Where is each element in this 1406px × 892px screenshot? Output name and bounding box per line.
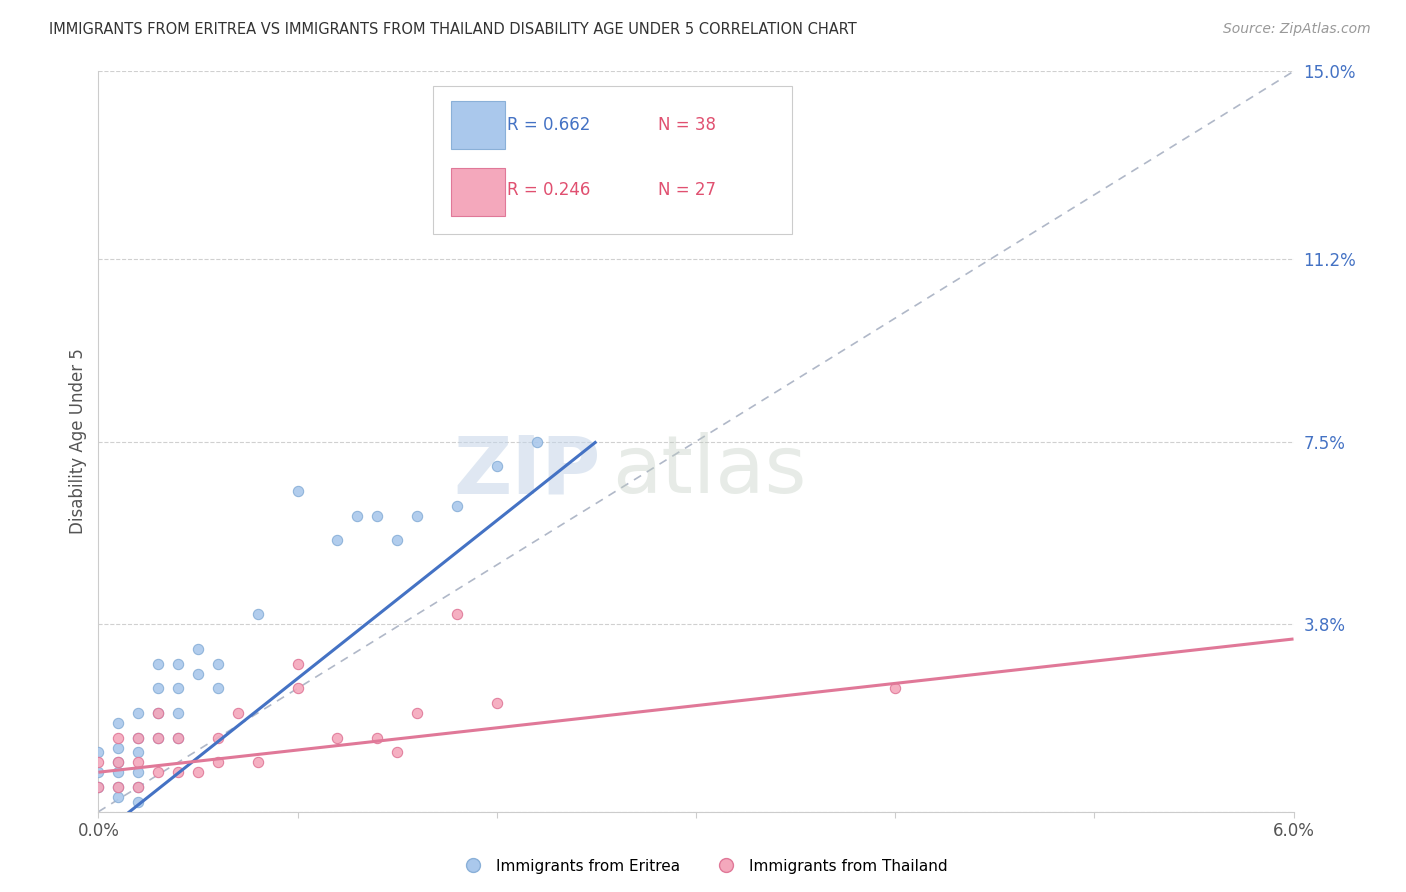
Point xyxy=(127,795,149,809)
Text: R = 0.246: R = 0.246 xyxy=(508,181,591,199)
Legend: Immigrants from Eritrea, Immigrants from Thailand: Immigrants from Eritrea, Immigrants from… xyxy=(453,853,953,880)
Point xyxy=(246,607,269,622)
Point xyxy=(87,756,110,770)
Point xyxy=(226,706,249,720)
Point xyxy=(148,706,170,720)
Point xyxy=(446,607,468,622)
Point xyxy=(127,780,149,794)
Text: N = 27: N = 27 xyxy=(658,181,716,199)
Y-axis label: Disability Age Under 5: Disability Age Under 5 xyxy=(69,349,87,534)
Text: atlas: atlas xyxy=(613,432,807,510)
Point xyxy=(346,508,368,523)
Point xyxy=(167,706,190,720)
Text: Source: ZipAtlas.com: Source: ZipAtlas.com xyxy=(1223,22,1371,37)
FancyBboxPatch shape xyxy=(451,101,505,149)
Point xyxy=(207,731,229,745)
Point xyxy=(127,731,149,745)
Point xyxy=(406,508,429,523)
Point xyxy=(167,657,190,671)
Point xyxy=(287,657,309,671)
Point xyxy=(127,706,149,720)
Point xyxy=(385,533,409,548)
Point xyxy=(366,731,388,745)
FancyBboxPatch shape xyxy=(451,168,505,216)
Point xyxy=(127,765,149,780)
Point xyxy=(167,765,190,780)
Point xyxy=(148,657,170,671)
Point xyxy=(107,756,129,770)
Point xyxy=(167,731,190,745)
Point xyxy=(246,756,269,770)
Point xyxy=(207,681,229,696)
Point xyxy=(87,780,110,794)
Point xyxy=(884,681,907,696)
Point xyxy=(526,434,548,449)
Point xyxy=(148,731,170,745)
Point xyxy=(287,483,309,498)
Point xyxy=(187,765,209,780)
Point xyxy=(148,731,170,745)
Point xyxy=(127,780,149,794)
Point xyxy=(326,533,349,548)
Point xyxy=(107,756,129,770)
Text: IMMIGRANTS FROM ERITREA VS IMMIGRANTS FROM THAILAND DISABILITY AGE UNDER 5 CORRE: IMMIGRANTS FROM ERITREA VS IMMIGRANTS FR… xyxy=(49,22,858,37)
Text: N = 38: N = 38 xyxy=(658,116,716,134)
Point xyxy=(167,681,190,696)
Point xyxy=(107,789,129,804)
Point xyxy=(87,765,110,780)
Point xyxy=(287,681,309,696)
Point xyxy=(107,731,129,745)
Point xyxy=(87,746,110,760)
Point xyxy=(207,756,229,770)
Point xyxy=(406,706,429,720)
Text: R = 0.662: R = 0.662 xyxy=(508,116,591,134)
Point xyxy=(446,499,468,513)
Point xyxy=(127,731,149,745)
Point xyxy=(326,731,349,745)
Point xyxy=(366,508,388,523)
Point xyxy=(685,187,707,202)
Point xyxy=(207,657,229,671)
Point xyxy=(87,780,110,794)
FancyBboxPatch shape xyxy=(433,87,792,235)
Point xyxy=(107,715,129,730)
Point xyxy=(127,746,149,760)
Point xyxy=(107,740,129,755)
Point xyxy=(148,706,170,720)
Point xyxy=(167,731,190,745)
Point xyxy=(485,696,508,710)
Point xyxy=(148,681,170,696)
Point xyxy=(107,780,129,794)
Point xyxy=(485,459,508,474)
Point xyxy=(385,746,409,760)
Point xyxy=(107,780,129,794)
Point xyxy=(187,641,209,656)
Point xyxy=(148,765,170,780)
Point xyxy=(187,666,209,681)
Point xyxy=(107,765,129,780)
Text: ZIP: ZIP xyxy=(453,432,600,510)
Point xyxy=(127,756,149,770)
